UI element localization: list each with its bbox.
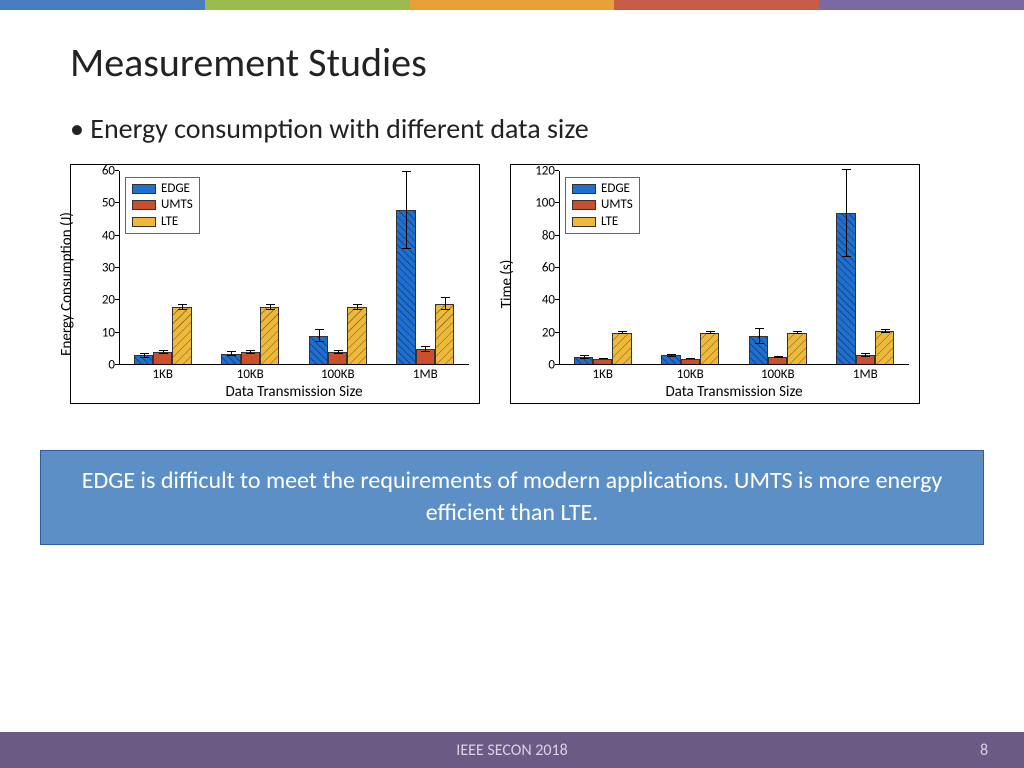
callout-box: EDGE is difficult to meet the requiremen…	[40, 450, 984, 545]
bar-lte	[700, 333, 719, 365]
error-bar	[622, 331, 623, 334]
page-title: Measurement Studies	[0, 10, 1024, 99]
x-axis-label: Data Transmission Size	[559, 383, 909, 401]
legend-swatch	[132, 200, 156, 210]
x-tick: 1KB	[593, 365, 613, 382]
y-tick: 30	[102, 261, 119, 276]
error-bar	[690, 358, 691, 360]
x-tick: 100KB	[321, 365, 355, 382]
error-bar	[603, 358, 604, 360]
error-bar	[425, 346, 426, 352]
error-bar	[319, 329, 320, 342]
error-bar	[445, 297, 446, 310]
bar-lte	[787, 333, 806, 365]
legend-item: LTE	[132, 214, 193, 230]
y-axis-label: Time (s)	[498, 260, 516, 309]
bar-lte	[435, 304, 454, 365]
error-bar	[231, 351, 232, 356]
y-tick: 100	[535, 196, 559, 211]
legend-label: EDGE	[601, 181, 630, 197]
slide: Measurement Studies • Energy consumption…	[0, 0, 1024, 768]
x-tick: 100KB	[761, 365, 795, 382]
y-tick: 20	[102, 293, 119, 308]
error-bar	[759, 328, 760, 344]
legend-item: UMTS	[132, 197, 193, 213]
legend-swatch	[132, 217, 156, 227]
energy-chart: Energy Consumption (J) 01020304050601KB1…	[70, 164, 480, 404]
plot-area: 01020304050601KB10KB100KB1MBEDGEUMTSLTE	[119, 171, 469, 365]
x-tick: 10KB	[677, 365, 704, 382]
y-tick: 20	[542, 325, 559, 340]
error-bar	[270, 304, 271, 310]
x-tick: 1MB	[413, 365, 438, 382]
legend-swatch	[132, 184, 156, 194]
error-bar	[584, 355, 585, 358]
time-chart: Time (s) 0204060801001201KB10KB100KB1MBE…	[510, 164, 920, 404]
legend-item: EDGE	[572, 181, 633, 197]
top-stripe	[0, 0, 1024, 10]
bar-lte	[875, 331, 894, 365]
legend: EDGEUMTSLTE	[125, 177, 200, 234]
error-bar	[182, 304, 183, 310]
legend-item: LTE	[572, 214, 633, 230]
y-tick: 0	[108, 358, 119, 373]
y-tick: 40	[542, 293, 559, 308]
legend-item: UMTS	[572, 197, 633, 213]
bar-lte	[260, 307, 279, 365]
y-tick: 60	[542, 261, 559, 276]
error-bar	[406, 171, 407, 249]
legend-swatch	[572, 200, 596, 210]
x-axis-label: Data Transmission Size	[119, 383, 469, 401]
x-tick: 1KB	[153, 365, 173, 382]
y-tick: 40	[102, 228, 119, 243]
y-tick: 120	[535, 164, 559, 179]
error-bar	[885, 329, 886, 334]
y-axis-label: Energy Consumption (J)	[58, 212, 76, 356]
legend: EDGEUMTSLTE	[565, 177, 640, 234]
error-bar	[710, 331, 711, 334]
footer-bar: IEEE SECON 2018 8	[0, 732, 1024, 768]
legend-swatch	[572, 217, 596, 227]
legend-label: UMTS	[601, 197, 633, 213]
error-bar	[797, 331, 798, 334]
legend-label: LTE	[601, 214, 618, 230]
charts-row: Energy Consumption (J) 01020304050601KB1…	[0, 164, 1024, 404]
error-bar	[778, 356, 779, 359]
legend-label: UMTS	[161, 197, 193, 213]
y-tick: 0	[548, 358, 559, 373]
bar-lte	[172, 307, 191, 365]
legend-label: LTE	[161, 214, 178, 230]
error-bar	[250, 350, 251, 354]
bar-lte	[612, 333, 631, 365]
y-tick: 80	[542, 228, 559, 243]
footer-center: IEEE SECON 2018	[80, 741, 944, 760]
legend-swatch	[572, 184, 596, 194]
plot-area: 0204060801001201KB10KB100KB1MBEDGEUMTSLT…	[559, 171, 909, 365]
error-bar	[144, 353, 145, 358]
error-bar	[671, 354, 672, 357]
y-tick: 60	[102, 164, 119, 179]
y-tick: 10	[102, 325, 119, 340]
bullet-line: • Energy consumption with different data…	[0, 99, 1024, 164]
x-tick: 10KB	[237, 365, 264, 382]
page-number: 8	[944, 741, 1024, 760]
x-tick: 1MB	[853, 365, 878, 382]
error-bar	[163, 350, 164, 354]
error-bar	[338, 350, 339, 354]
legend-item: EDGE	[132, 181, 193, 197]
error-bar	[846, 169, 847, 256]
legend-label: EDGE	[161, 181, 190, 197]
error-bar	[865, 353, 866, 357]
bar-lte	[347, 307, 366, 365]
error-bar	[357, 304, 358, 310]
y-tick: 50	[102, 196, 119, 211]
